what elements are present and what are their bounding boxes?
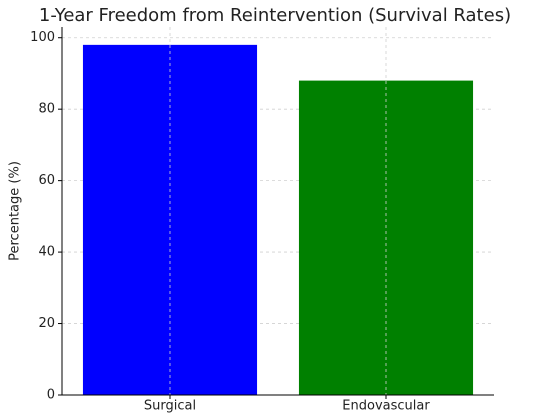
y-tick-label: 60 <box>38 173 55 188</box>
y-axis-label: Percentage (%) <box>8 161 23 261</box>
y-tick-label: 80 <box>38 102 55 117</box>
chart-title: 1-Year Freedom from Reintervention (Surv… <box>39 5 511 26</box>
y-tick-label: 20 <box>38 316 55 331</box>
x-tick-label: Surgical <box>144 399 196 414</box>
y-tick-label: 40 <box>38 245 55 260</box>
y-tick-label: 0 <box>47 388 55 403</box>
y-tick-label: 100 <box>30 30 55 45</box>
x-tick-label: Endovascular <box>342 399 430 414</box>
